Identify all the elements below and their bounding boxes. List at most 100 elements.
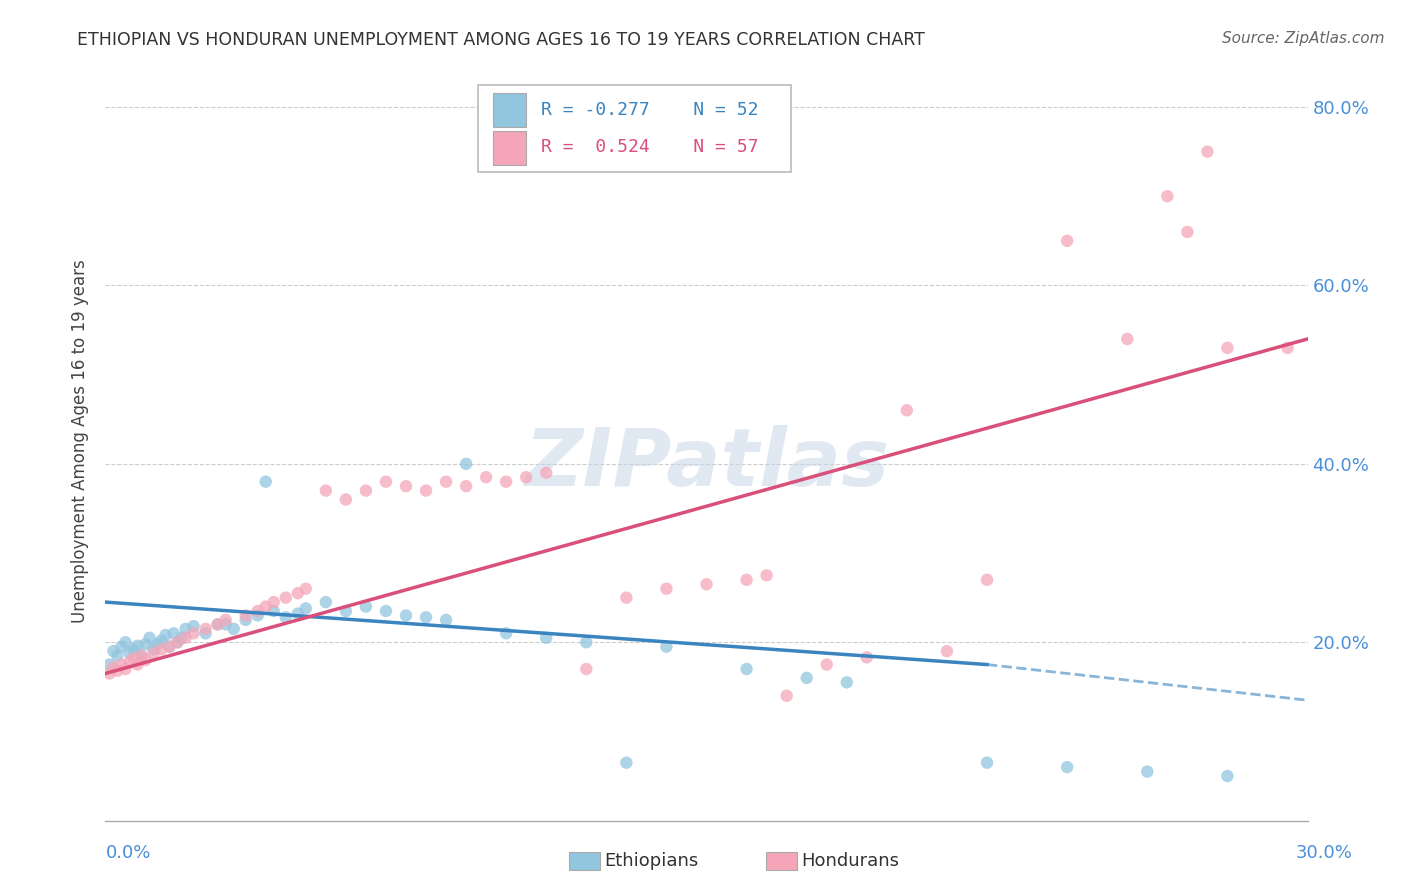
Point [194,626,217,640]
Point [515,470,537,484]
Point [207,617,229,632]
Point [159,640,181,654]
Text: Ethiopians: Ethiopians [605,852,699,870]
Point [263,604,285,618]
Point [183,626,205,640]
Point [122,651,145,665]
Point [159,640,181,654]
Point [142,646,165,660]
Point [287,607,309,621]
Point [796,671,818,685]
Point [1156,189,1178,203]
Point [118,646,141,660]
Point [135,637,157,651]
Point [1216,341,1239,355]
Point [1056,234,1078,248]
Point [575,635,598,649]
Point [835,675,858,690]
Point [295,582,318,596]
Point [755,568,778,582]
Point [434,613,457,627]
Point [335,604,357,618]
Point [936,644,959,658]
Point [456,457,478,471]
Point [295,601,318,615]
Point [166,635,188,649]
Point [142,642,165,657]
Text: ZIPatlas: ZIPatlas [524,425,889,503]
Point [1216,769,1239,783]
Point [395,479,418,493]
Point [616,591,638,605]
Text: ETHIOPIAN VS HONDURAN UNEMPLOYMENT AMONG AGES 16 TO 19 YEARS CORRELATION CHART: ETHIOPIAN VS HONDURAN UNEMPLOYMENT AMONG… [77,31,925,49]
Point [98,657,121,672]
Point [146,637,169,651]
Point [655,640,678,654]
Point [122,642,145,657]
Text: 30.0%: 30.0% [1296,844,1353,862]
Point [1136,764,1159,779]
Point [776,689,799,703]
Point [114,635,136,649]
Y-axis label: Unemployment Among Ages 16 to 19 years: Unemployment Among Ages 16 to 19 years [72,260,90,624]
Point [235,608,257,623]
Point [127,639,149,653]
Point [183,619,205,633]
Text: 0.0%: 0.0% [105,844,150,862]
Point [222,622,245,636]
Point [434,475,457,489]
Point [475,470,498,484]
Bar [492,93,526,127]
Text: Source: ZipAtlas.com: Source: ZipAtlas.com [1222,31,1385,46]
Point [1177,225,1199,239]
Point [194,622,217,636]
Point [107,664,129,678]
Point [575,662,598,676]
Point [375,604,398,618]
Point [495,626,517,640]
Point [354,483,377,498]
Point [375,475,398,489]
Point [174,631,197,645]
Point [174,622,197,636]
Point [98,666,121,681]
Point [495,475,517,489]
Point [415,483,437,498]
Point [1056,760,1078,774]
Point [976,756,998,770]
Point [395,608,418,623]
Point [131,648,153,663]
Text: Hondurans: Hondurans [801,852,900,870]
Bar [492,130,526,165]
Point [110,640,132,654]
Point [155,628,177,642]
Text: R = -0.277    N = 52: R = -0.277 N = 52 [541,101,758,120]
Point [456,479,478,493]
Point [976,573,998,587]
Point [235,613,257,627]
Point [274,610,297,624]
Point [315,595,337,609]
Point [254,475,277,489]
Point [103,644,125,658]
Point [274,591,297,605]
Point [170,631,193,645]
Point [415,610,437,624]
Point [131,648,153,663]
Point [855,650,877,665]
Point [1197,145,1219,159]
Point [263,595,285,609]
Point [696,577,718,591]
Point [103,660,125,674]
Point [118,655,141,669]
FancyBboxPatch shape [478,85,790,172]
Point [616,756,638,770]
Point [214,617,236,632]
Point [815,657,838,672]
Point [335,492,357,507]
Point [138,631,160,645]
Point [107,648,129,663]
Point [354,599,377,614]
Point [735,662,758,676]
Point [150,642,173,657]
